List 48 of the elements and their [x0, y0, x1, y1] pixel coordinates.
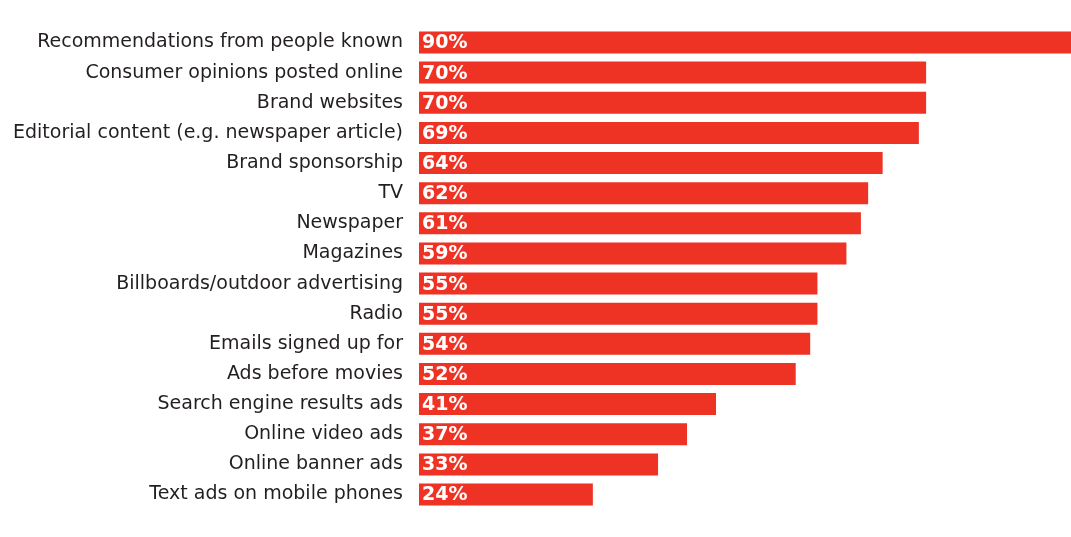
bar	[419, 182, 869, 205]
y-tick-label: Billboards/outdoor advertising	[116, 270, 403, 293]
bar	[419, 31, 1071, 54]
y-tick-label: Brand sponsorship	[226, 149, 403, 172]
data-label: 61%	[422, 211, 468, 234]
y-tick-label: Newspaper	[296, 210, 404, 233]
data-label: 64%	[422, 150, 468, 173]
bar	[419, 393, 717, 416]
data-label: 70%	[422, 60, 468, 83]
data-label: 41%	[422, 392, 468, 415]
data-label: 52%	[422, 361, 468, 384]
data-label: 55%	[422, 301, 468, 324]
y-tick-label: Brand websites	[256, 89, 403, 112]
bar	[419, 272, 818, 295]
y-tick-label: Radio	[349, 300, 403, 323]
bar	[419, 332, 811, 355]
bar	[419, 91, 927, 114]
y-tick-label: Magazines	[302, 240, 403, 263]
bar	[419, 121, 919, 144]
bar	[419, 362, 796, 385]
y-tick-label: Recommendations from people known	[37, 29, 403, 52]
bar	[419, 61, 927, 84]
data-label: 37%	[422, 422, 468, 445]
y-tick-label: Consumer opinions posted online	[85, 59, 403, 82]
bar	[419, 302, 818, 325]
bar	[419, 242, 847, 265]
bar	[419, 152, 883, 175]
data-label: 90%	[422, 30, 468, 53]
y-tick-label: Ads before movies	[226, 360, 403, 383]
data-label: 55%	[422, 271, 468, 294]
y-tick-label: Emails signed up for	[209, 330, 404, 353]
data-label: 59%	[422, 241, 468, 264]
bar	[419, 423, 688, 446]
y-tick-label: Online video ads	[244, 421, 403, 444]
y-tick-label: TV	[377, 180, 403, 203]
data-label: 54%	[422, 331, 468, 354]
y-tick-label: Editorial content (e.g. newspaper article)	[12, 119, 403, 142]
bar	[419, 453, 659, 476]
data-label: 70%	[422, 90, 468, 113]
data-label: 69%	[422, 120, 468, 143]
y-tick-label: Search engine results ads	[157, 391, 403, 414]
bar	[419, 212, 861, 235]
data-label: 24%	[422, 482, 468, 505]
data-label: 62%	[422, 181, 468, 204]
y-tick-label: Text ads on mobile phones	[148, 481, 403, 504]
y-tick-label: Online banner ads	[228, 451, 403, 474]
data-label: 33%	[422, 452, 468, 475]
bar	[419, 483, 593, 506]
